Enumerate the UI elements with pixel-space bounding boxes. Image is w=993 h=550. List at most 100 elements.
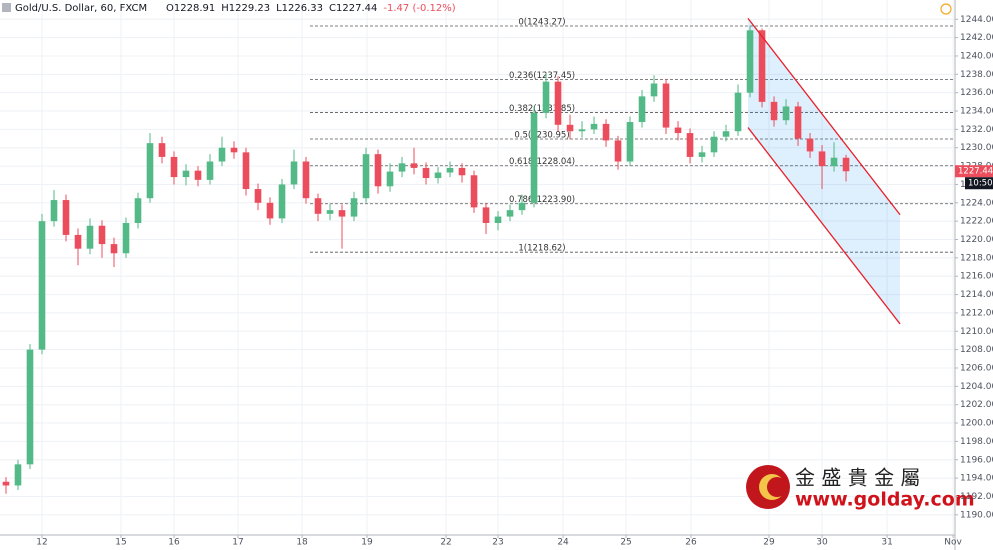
x-tick-label: 26 xyxy=(685,538,697,548)
candle-body xyxy=(434,172,442,179)
chart-title: Gold/U.S. Dollar, 60, FXCM xyxy=(15,3,147,14)
symbol-icon[interactable] xyxy=(2,3,11,12)
candle-body xyxy=(458,167,466,176)
candle-body xyxy=(206,161,214,180)
candle-body xyxy=(782,106,790,121)
channel-fill xyxy=(747,18,901,324)
candle-body xyxy=(806,138,814,152)
x-tick-label: 23 xyxy=(492,538,503,548)
fib-label: 0.382(1233.85) xyxy=(509,104,575,114)
candle-body xyxy=(398,163,406,172)
x-tick-label: 24 xyxy=(557,538,569,548)
y-tick-label: 1212.00 xyxy=(960,308,993,318)
x-tick-label: 22 xyxy=(440,538,451,548)
candle-body xyxy=(542,81,550,113)
last-price-tag xyxy=(955,165,993,178)
candle-body xyxy=(554,81,562,125)
candle-body xyxy=(254,189,262,203)
candle-body xyxy=(26,349,34,465)
x-tick-label: 30 xyxy=(816,538,828,548)
y-tick-label: 1198.00 xyxy=(960,437,993,447)
candle-body xyxy=(194,170,202,180)
candle-body xyxy=(710,136,718,153)
y-tick-label: 1220.00 xyxy=(960,235,993,245)
candle-body xyxy=(338,210,346,217)
candle-body xyxy=(134,198,142,223)
candle-body xyxy=(650,83,658,97)
fib-label: 1(1218.62) xyxy=(518,244,565,254)
candle-body xyxy=(614,140,622,162)
candle-body xyxy=(218,147,226,162)
candle-body xyxy=(794,106,802,139)
x-tick-label: 15 xyxy=(115,538,126,548)
y-tick-label: 1214.00 xyxy=(960,290,993,300)
header-value: -1.47 (-0.12%) xyxy=(383,3,455,14)
candle-body xyxy=(590,123,598,130)
fib-label: 0.786(1223.90) xyxy=(509,195,575,205)
x-tick-label: 17 xyxy=(232,538,243,548)
candle-body xyxy=(494,216,502,223)
candle-body xyxy=(266,202,274,219)
candle-body xyxy=(770,101,778,121)
candle-body xyxy=(278,184,286,219)
candle-body xyxy=(746,30,754,93)
candle-body xyxy=(734,92,742,132)
y-tick-label: 1200.00 xyxy=(960,419,993,429)
candle-body xyxy=(506,210,514,217)
fib-label: 0.236(1237.45) xyxy=(509,71,575,81)
candle-body xyxy=(290,161,298,185)
candle-body xyxy=(662,83,670,128)
y-tick-label: 1196.00 xyxy=(960,455,993,465)
candle-body xyxy=(50,200,58,222)
x-tick-label: 29 xyxy=(763,538,775,548)
candle-body xyxy=(38,221,46,350)
candle-body xyxy=(578,129,586,132)
countdown-tag xyxy=(965,177,993,190)
candle-body xyxy=(302,161,310,199)
candle-body xyxy=(626,122,634,162)
candle-body xyxy=(110,244,118,254)
y-tick-label: 1194.00 xyxy=(960,474,993,484)
header-value: O1228.91 xyxy=(166,3,215,14)
candle-body xyxy=(422,167,430,179)
header-value: L1226.33 xyxy=(276,3,323,14)
candle-body xyxy=(230,147,238,153)
candle-body xyxy=(830,157,838,167)
candle-body xyxy=(86,225,94,249)
candle-body xyxy=(326,210,334,214)
y-tick-label: 1234.00 xyxy=(960,107,993,117)
candle-body xyxy=(2,481,10,486)
candle-body xyxy=(146,143,154,199)
candle-body xyxy=(242,152,250,190)
candle-body xyxy=(842,157,850,172)
y-tick-label: 1204.00 xyxy=(960,382,993,392)
candle-body xyxy=(386,171,394,187)
y-tick-label: 1218.00 xyxy=(960,253,993,263)
candle-body xyxy=(674,127,682,134)
x-tick-label: 16 xyxy=(168,538,180,548)
candle-body xyxy=(518,202,526,211)
header-value: C1227.44 xyxy=(329,3,377,14)
y-tick-label: 1244.00 xyxy=(960,15,993,25)
y-tick-label: 1210.00 xyxy=(960,327,993,337)
x-tick-label: 19 xyxy=(361,538,373,548)
candle-body xyxy=(314,198,322,214)
x-tick-label: 31 xyxy=(881,538,892,548)
candle-body xyxy=(62,200,70,235)
candle-body xyxy=(410,163,418,168)
clock-icon[interactable] xyxy=(940,3,952,15)
y-tick-label: 1230.00 xyxy=(960,143,993,153)
y-tick-label: 1202.00 xyxy=(960,400,993,410)
fib-label: 0(1243.27) xyxy=(518,17,565,27)
candle-body xyxy=(158,143,166,157)
ohlc-header: O1228.91 H1229.23 L1226.33 C1227.44 -1.47 (-… xyxy=(166,3,456,14)
candle-body xyxy=(470,175,478,208)
x-tick-label: 25 xyxy=(620,538,631,548)
candle-body xyxy=(722,131,730,137)
header-value: H1229.23 xyxy=(221,3,270,14)
y-tick-label: 1236.00 xyxy=(960,88,993,98)
last-price-label: 1227.44 xyxy=(958,167,993,177)
x-tick-label: Nov xyxy=(944,538,962,548)
